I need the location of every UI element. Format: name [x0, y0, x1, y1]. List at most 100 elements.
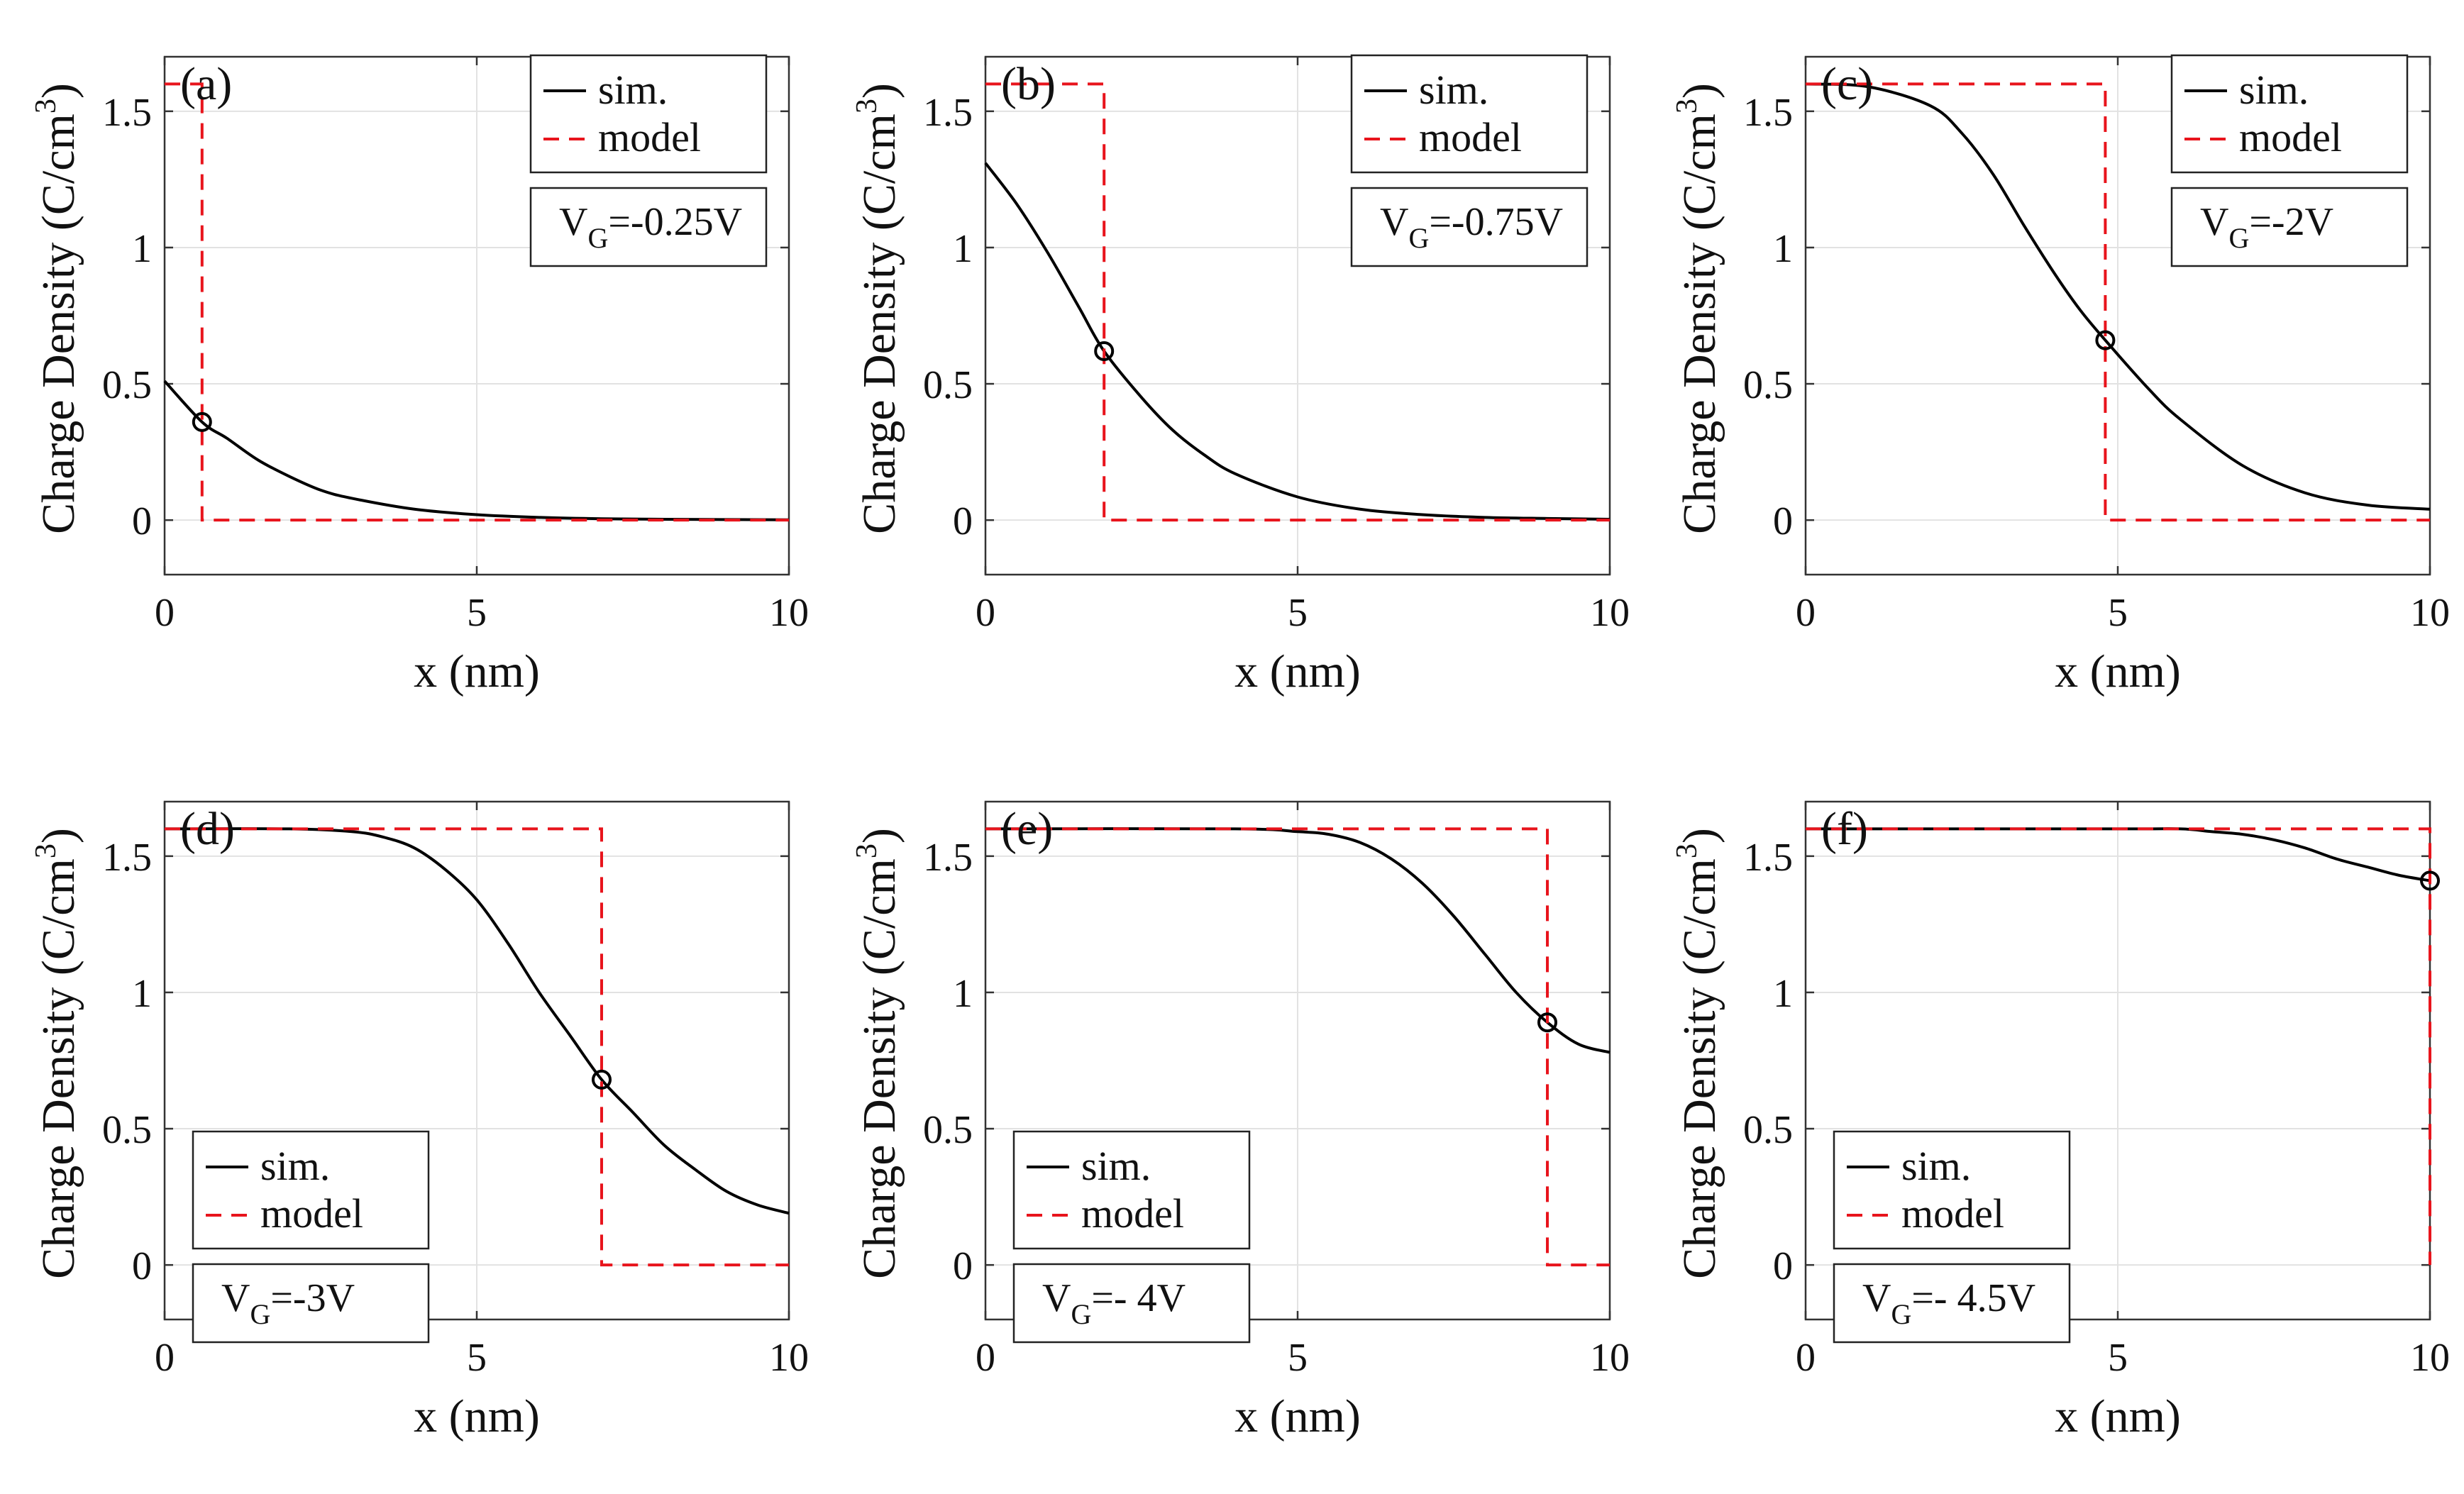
chart-panel-c: 0 5 10 0 0.5 1 1.5 x (nm) Charge Density (C/cm3)… [1671, 54, 2450, 697]
legend: sim.model [1012, 1130, 1251, 1250]
intersection-marker [1537, 1012, 1557, 1033]
legend-box [192, 1130, 430, 1250]
intersection-marker [2420, 870, 2440, 891]
y-tick-label: 0.5 [923, 363, 973, 407]
y-tick-label: 1.5 [1743, 91, 1793, 135]
x-tick-label: 10 [2410, 1336, 2450, 1380]
model-series-line [1806, 827, 2431, 1266]
voltage-value: =- 4V [1091, 1276, 1186, 1320]
voltage-symbol: V [1862, 1276, 1891, 1320]
voltage-subscript: G [1891, 1298, 1911, 1330]
legend: sim.model [529, 54, 768, 174]
x-axis-label: x (nm) [414, 1390, 540, 1442]
y-tick-label: 0 [953, 499, 973, 543]
x-tick-label: 10 [769, 1336, 809, 1380]
voltage-annotation: VG=-2V [2170, 187, 2409, 267]
y-tick-label: 1.5 [102, 91, 152, 135]
chart-panel-b: 0 5 10 0 0.5 1 1.5 x (nm) Charge Density (C/cm3)… [851, 54, 1630, 697]
y-axis-label-superscript: 3 [1671, 843, 1703, 858]
x-axis-label: x (nm) [414, 646, 540, 697]
sim-series-line [164, 827, 790, 1215]
voltage-value: =-0.25V [608, 200, 742, 244]
voltage-subscript: G [1408, 222, 1429, 254]
x-axis-label: x (nm) [2055, 646, 2181, 697]
x-tick-label: 5 [2108, 1336, 2128, 1380]
chart-panel-d: 0 5 10 0 0.5 1 1.5 x (nm) Charge Density (C/cm3)… [30, 800, 809, 1442]
voltage-annotation: VG=-0.25V [529, 187, 768, 267]
y-tick-label: 0.5 [1743, 1108, 1793, 1152]
x-tick-label: 10 [1590, 1336, 1630, 1380]
y-tick-label: 1 [132, 972, 152, 1016]
y-axis-label-main: Charge Density (C/cm [853, 114, 905, 534]
y-tick-label: 1 [1773, 972, 1793, 1016]
x-tick-label: 5 [467, 591, 487, 635]
panel-label: (c) [1821, 58, 1873, 110]
voltage-value: =-0.75V [1429, 200, 1563, 244]
panel-label: (b) [1001, 58, 1056, 110]
legend: sim.model [1350, 54, 1589, 174]
legend-label-sim: sim. [1419, 67, 1488, 113]
legend-label-sim: sim. [260, 1143, 330, 1189]
legend: sim.model [1833, 1130, 2071, 1250]
voltage-symbol: V [2200, 200, 2228, 244]
legend-label-sim: sim. [598, 67, 668, 113]
x-tick-label: 0 [976, 1336, 995, 1380]
x-tick-label: 0 [976, 591, 995, 635]
voltage-subscript: G [587, 222, 608, 254]
voltage-annotation-box [2170, 187, 2409, 267]
voltage-annotation-box [1012, 1263, 1251, 1344]
x-tick-label: 10 [1590, 591, 1630, 635]
y-axis-label: Charge Density (C/cm3) [1671, 83, 1725, 534]
y-tick-label: 0 [1773, 499, 1793, 543]
y-tick-label: 0.5 [102, 1108, 152, 1152]
legend-label-model: model [598, 114, 701, 160]
voltage-annotation-text: VG=-0.75V [1380, 200, 1563, 254]
x-tick-label: 0 [155, 1336, 175, 1380]
voltage-subscript: G [2228, 222, 2249, 254]
legend-box [1012, 1130, 1251, 1250]
y-axis-label-superscript: 3 [30, 99, 62, 114]
x-tick-label: 5 [1288, 591, 1308, 635]
y-axis-label-main: Charge Density (C/cm [853, 858, 905, 1279]
panel-label: (e) [1001, 803, 1053, 855]
voltage-annotation: VG=-0.75V [1350, 187, 1589, 267]
y-tick-label: 1 [132, 227, 152, 271]
sim-series-line [984, 162, 1611, 521]
panel-label: (f) [1821, 803, 1868, 855]
model-series-line [985, 82, 1610, 522]
legend-box [1833, 1130, 2071, 1250]
y-tick-label: 1 [953, 972, 973, 1016]
y-tick-label: 0 [953, 1244, 973, 1288]
voltage-symbol: V [221, 1276, 250, 1320]
voltage-annotation-box [192, 1263, 430, 1344]
voltage-value: =- 4.5V [1911, 1276, 2035, 1320]
legend: sim.model [2170, 54, 2409, 174]
voltage-symbol: V [1380, 200, 1408, 244]
voltage-symbol: V [1042, 1276, 1071, 1320]
chart-panel-e: 0 5 10 0 0.5 1 1.5 x (nm) Charge Density (C/cm3)… [851, 800, 1630, 1442]
x-tick-label: 0 [1796, 591, 1816, 635]
voltage-annotation-box [1833, 1263, 2071, 1344]
y-axis-label-superscript: 3 [1671, 99, 1703, 114]
y-tick-label: 1 [1773, 227, 1793, 271]
voltage-annotation-text: VG=- 4V [1042, 1276, 1186, 1330]
y-tick-label: 1.5 [923, 91, 973, 135]
intersection-marker [2095, 330, 2116, 350]
legend-label-model: model [1419, 114, 1522, 160]
x-tick-label: 5 [467, 1336, 487, 1380]
model-series-line [1806, 82, 2430, 522]
y-axis-label-close: ) [853, 83, 905, 99]
x-tick-label: 10 [769, 591, 809, 635]
model-series-line [165, 827, 789, 1267]
y-tick-label: 0.5 [102, 363, 152, 407]
y-axis-label: Charge Density (C/cm3) [851, 83, 905, 534]
legend-label-model: model [1081, 1190, 1184, 1236]
voltage-subscript: G [1071, 1298, 1091, 1330]
x-tick-label: 5 [2108, 591, 2128, 635]
y-axis-label-close: ) [1674, 828, 1725, 843]
voltage-value: =-2V [2249, 200, 2333, 244]
y-axis-label-main: Charge Density (C/cm [1674, 114, 1725, 534]
legend-label-model: model [260, 1190, 363, 1236]
y-axis-label-close: ) [853, 828, 905, 843]
y-tick-label: 1.5 [102, 836, 152, 880]
